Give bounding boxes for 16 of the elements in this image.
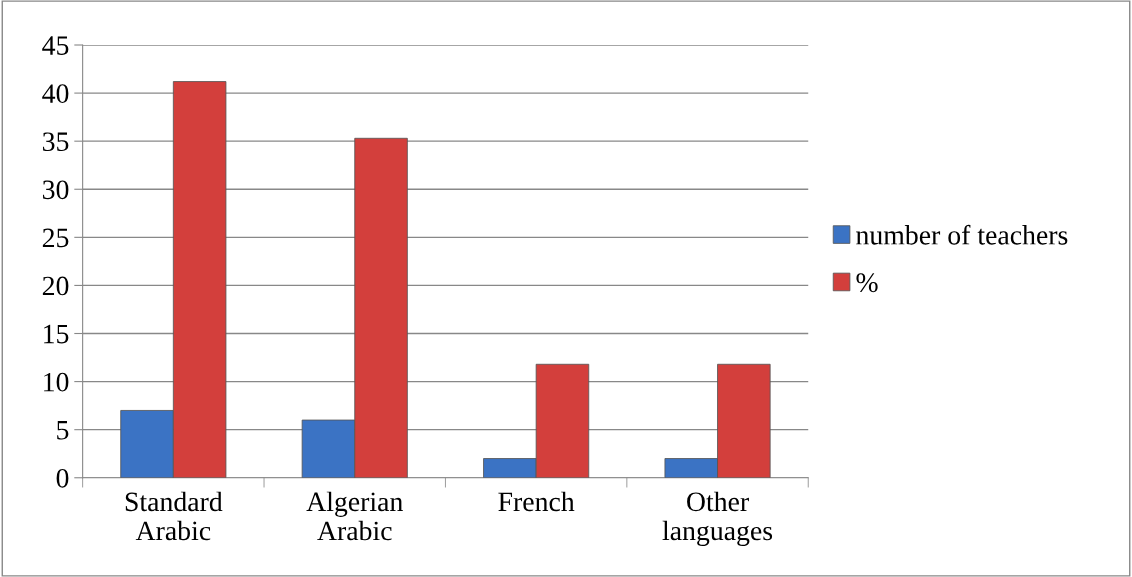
y-tick-label: 0	[56, 468, 69, 488]
y-tick-label: 5	[57, 421, 69, 440]
y-tick-label: 25	[42, 228, 69, 248]
x-tick-label: Other languages	[662, 491, 773, 546]
y-tick-label: 45	[42, 36, 69, 55]
y-tick-label: 20	[42, 276, 69, 296]
x-tick-label: Algerian Arabic	[306, 491, 403, 541]
x-tick-label: French	[498, 491, 575, 512]
y-tick-label: 15	[44, 324, 69, 344]
legend-label: %	[856, 273, 878, 293]
y-tick-label: 10	[44, 372, 69, 392]
y-tick-label: 35	[42, 132, 69, 152]
y-tick-label: 30	[42, 180, 69, 200]
legend-label: number of teachers	[856, 224, 1068, 245]
x-tick-label: Standard Arabic	[125, 491, 223, 541]
y-tick-label: 40	[42, 84, 69, 103]
